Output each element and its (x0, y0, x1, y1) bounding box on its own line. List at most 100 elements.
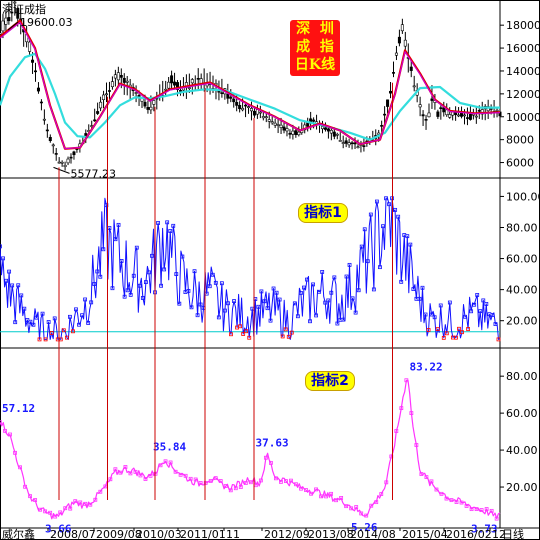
x-axis-tick-label: 2011/01 (180, 528, 226, 540)
price-candle-body (332, 131, 336, 137)
price-candle-body (107, 90, 111, 92)
indicator1-point (226, 301, 230, 306)
price-candle-body (96, 111, 100, 114)
price-candle-body (445, 109, 449, 116)
indicator1-point (420, 285, 425, 290)
price-candle-body (383, 113, 387, 116)
indicator2-point (103, 484, 108, 489)
indicator1-point (378, 265, 382, 270)
indicator1-point (493, 322, 498, 326)
indicator2-point (243, 481, 248, 485)
indicator2-point (309, 491, 313, 496)
indicator2-point (294, 482, 298, 487)
indicator1-point (295, 314, 300, 319)
indicator1-point (417, 296, 422, 301)
indicator1-low-marker (229, 332, 233, 337)
price-candle-body (60, 161, 64, 164)
price-candle-body (220, 92, 224, 95)
price-candle-body (99, 101, 103, 109)
indicator1-point (393, 207, 398, 212)
indicator1-point (478, 309, 483, 314)
indicator2-value-label: 57.12 (2, 402, 35, 415)
price-candle-body (0, 32, 2, 35)
price-candle-body (149, 106, 153, 111)
indicator2-point (424, 475, 429, 480)
indicator1-point (399, 279, 404, 284)
indicator2-point (223, 484, 228, 488)
indicator2-point (213, 476, 218, 481)
price-candle-body (353, 142, 357, 145)
price-candle-body (430, 98, 434, 101)
price-candle-body (297, 131, 301, 136)
indicator2-point (53, 514, 58, 519)
price-candle-body (282, 126, 286, 131)
price-candle-body (42, 118, 46, 121)
price-candle-body (13, 1, 17, 4)
indicator1-point (80, 313, 84, 318)
indicator2-point (479, 508, 484, 512)
ind2-ytick-label: 40.00 (506, 444, 538, 457)
indicator1-point (143, 280, 148, 285)
indicator1-point (438, 303, 443, 308)
indicator1-low-marker (241, 332, 246, 336)
indicator1-point (405, 234, 410, 239)
indicator1-point (216, 315, 221, 320)
price-high-pointer (7, 21, 19, 31)
indicator1-point (362, 227, 367, 232)
price-candle-body (462, 114, 466, 117)
price-candle-body (344, 140, 348, 144)
indicator2-point (143, 477, 148, 481)
indicator1-point (384, 196, 388, 201)
indicator2-point (484, 507, 489, 511)
price-candle-body (226, 94, 230, 99)
indicator1-point (311, 282, 315, 287)
indicator1-point (317, 289, 322, 294)
ind1-ytick-label: 60.00 (506, 253, 538, 266)
price-candle-body (1, 20, 5, 32)
indicator1-point (195, 313, 200, 318)
indicator1-low-marker (64, 335, 69, 340)
indicator1-point (469, 309, 474, 314)
indicator1-point (368, 212, 373, 217)
indicator1-point (423, 312, 428, 317)
price-candle-body (258, 111, 262, 114)
indicator1-point (472, 302, 477, 307)
indicator2-point (118, 470, 123, 475)
ind1-ytick-label: 40.00 (506, 284, 538, 297)
price-candle-body (244, 104, 248, 107)
indicator1-low-marker (49, 331, 54, 335)
indicator2-point (18, 465, 22, 470)
x-axis-right-label: 日线 (502, 527, 524, 540)
indicator1-point (10, 283, 15, 288)
indicator2-point (489, 508, 494, 513)
indicator2-point (289, 478, 293, 483)
indicator2-point (284, 479, 288, 484)
price-candle-body (66, 158, 70, 164)
price-ytick-label: 16000 (506, 42, 540, 55)
price-candle-body (320, 126, 324, 130)
price-candle-body (498, 111, 502, 117)
price-ma-red-line (0, 19, 501, 150)
indicator1-point (119, 259, 124, 263)
indicator1-point (198, 302, 203, 307)
indicator1-point (463, 314, 467, 319)
indicator2-point (354, 505, 359, 509)
indicator2-point (404, 378, 409, 383)
price-candle-body (442, 107, 446, 113)
indicator1-low-marker (426, 328, 431, 332)
indicator1-point (147, 270, 151, 275)
indicator1-point (162, 267, 167, 272)
indicator2-point (384, 480, 389, 485)
indicator1-point (396, 214, 401, 219)
indicator2-point (469, 507, 474, 512)
indicator1-low-marker (280, 334, 285, 339)
indicator1-point (68, 314, 72, 319)
price-candle-body (427, 112, 431, 118)
indicator1-point (19, 293, 24, 298)
price-candle-body (110, 81, 114, 88)
price-candle-body (238, 104, 242, 110)
indicator2-value-label: 37.63 (256, 437, 289, 450)
indicator1-line (0, 197, 501, 340)
